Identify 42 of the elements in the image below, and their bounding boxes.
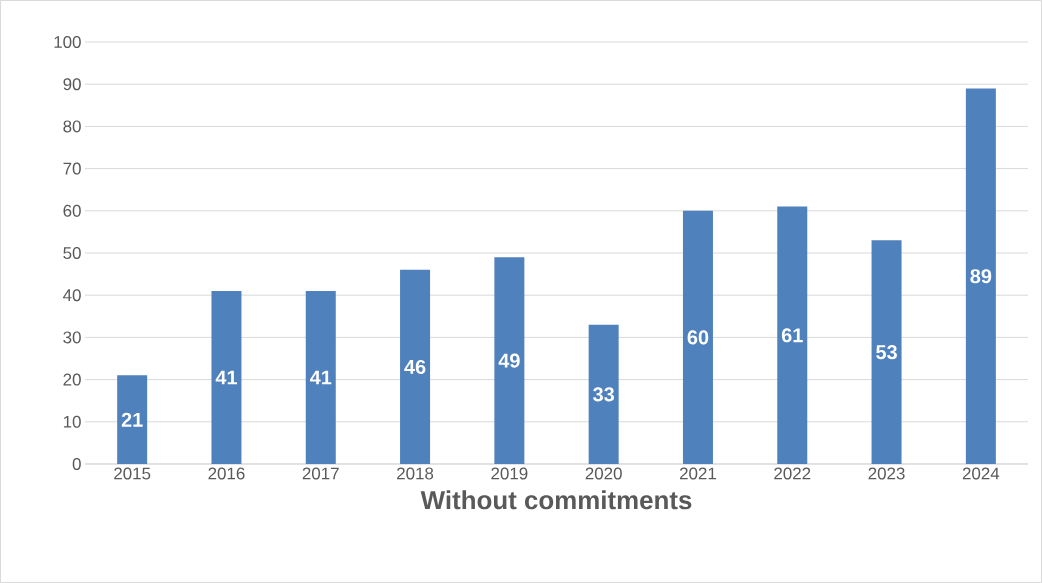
y-tick-label: 40 xyxy=(63,289,81,302)
x-axis-title: Without commitments xyxy=(420,490,692,510)
y-tick-label: 60 xyxy=(63,204,81,217)
data-label: 46 xyxy=(404,359,426,374)
x-tick-label: 2023 xyxy=(868,467,905,480)
x-tick-label: 2021 xyxy=(679,467,716,480)
bar xyxy=(965,88,996,464)
bar xyxy=(871,240,902,464)
y-tick-label: 90 xyxy=(63,78,81,91)
y-tick-label: 50 xyxy=(63,246,81,259)
y-tick-label: 80 xyxy=(63,120,81,133)
bar xyxy=(117,375,148,464)
data-label: 41 xyxy=(215,370,237,385)
bar xyxy=(682,210,713,464)
bar xyxy=(305,290,336,464)
y-tick-label: 30 xyxy=(63,331,81,344)
bar xyxy=(777,206,808,464)
bar xyxy=(211,290,242,464)
x-tick-label: 2017 xyxy=(302,467,339,480)
data-label: 61 xyxy=(781,328,803,343)
data-label: 60 xyxy=(687,330,709,345)
y-tick-label: 10 xyxy=(63,415,81,428)
data-label: 21 xyxy=(121,412,143,427)
bar xyxy=(588,324,619,464)
x-tick-label: 2022 xyxy=(774,467,811,480)
y-tick-label: 0 xyxy=(72,457,81,470)
data-label: 41 xyxy=(309,370,332,385)
x-tick-label: 2015 xyxy=(114,467,151,480)
bar xyxy=(400,269,431,464)
y-tick-label: 20 xyxy=(63,373,81,386)
x-tick-label: 2018 xyxy=(397,467,434,480)
y-tick-label: 70 xyxy=(63,162,81,175)
y-tick-label: 100 xyxy=(54,35,81,48)
x-tick-label: 2019 xyxy=(491,467,528,480)
x-tick-label: 2024 xyxy=(962,467,1000,480)
data-label: 89 xyxy=(970,269,992,284)
data-label: 53 xyxy=(876,345,897,360)
bar xyxy=(494,257,525,464)
data-label: 49 xyxy=(498,353,520,368)
x-tick-label: 2016 xyxy=(208,467,245,480)
data-label: 33 xyxy=(593,387,615,402)
x-tick-label: 2020 xyxy=(585,467,622,480)
